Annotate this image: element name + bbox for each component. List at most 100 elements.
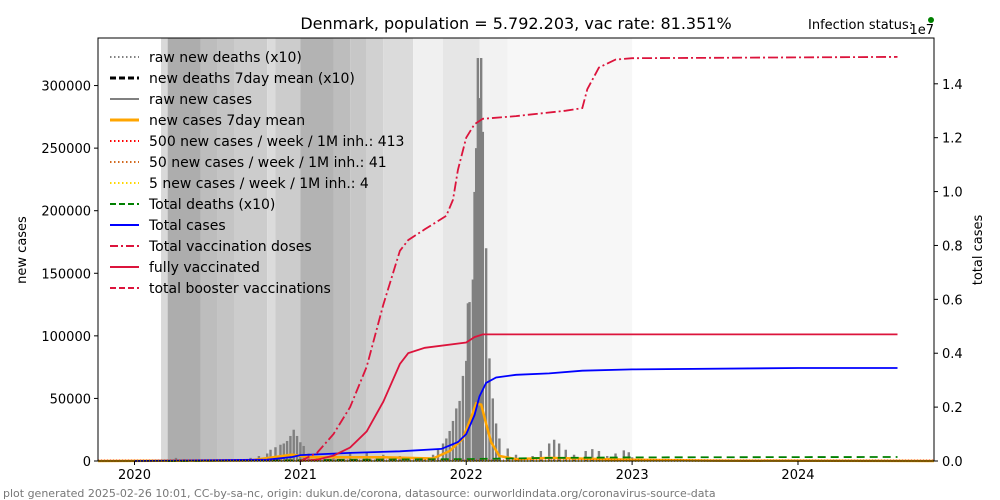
y-axis-left: 0 50000 100000 150000 200000 250000 300000	[41, 80, 98, 470]
background-band	[161, 38, 168, 461]
legend-label: Total vaccination doses	[148, 239, 312, 255]
bar-raw-new-cases	[476, 58, 480, 461]
bar-raw-new-cases	[552, 439, 556, 461]
bar-raw-new-cases	[474, 148, 478, 461]
bar-raw-new-cases	[269, 449, 272, 461]
series-fully-vaccinated	[300, 333, 898, 462]
x-axis: 2020 2021 2022 2023 2024	[118, 461, 815, 483]
background-band	[98, 38, 162, 461]
bar-raw-new-cases	[481, 131, 485, 461]
bar-raw-new-cases	[591, 449, 594, 461]
series-total-vaccination-doses	[300, 56, 898, 462]
background-band	[479, 38, 508, 461]
legend-label: raw new deaths (x10)	[149, 50, 302, 66]
legend-label: new deaths 7day mean (x10)	[149, 71, 355, 87]
y-tick-label-right: 1.0	[942, 186, 963, 201]
bar-raw-new-cases	[285, 440, 289, 461]
bar-raw-new-cases	[292, 429, 295, 461]
bar-raw-new-cases	[473, 191, 476, 461]
bar-raw-new-cases	[299, 442, 302, 461]
background-band	[267, 38, 276, 461]
background-band	[167, 38, 201, 461]
bar-raw-new-cases	[451, 420, 455, 461]
bar-raw-new-cases	[295, 435, 299, 461]
background-band	[217, 38, 235, 461]
bar-raw-new-cases	[279, 444, 282, 461]
background-band	[275, 38, 301, 461]
y-tick-label-left: 150000	[41, 267, 91, 282]
background-band	[200, 38, 218, 461]
y-axis-label-left: new cases	[15, 216, 30, 284]
bar-raw-new-cases	[174, 457, 178, 461]
bar-raw-new-cases	[491, 398, 494, 461]
chart-title: Denmark, population = 5.792.203, vac rat…	[300, 14, 731, 33]
y-tick-label-right: 1.4	[942, 78, 963, 93]
bar-raw-new-cases	[539, 450, 543, 461]
y-axis-label-right: total cases	[971, 215, 986, 286]
bar-raw-new-cases	[315, 455, 319, 461]
background-band	[507, 38, 633, 461]
legend-label: Total deaths (x10)	[148, 197, 275, 213]
bar-raw-new-cases	[494, 423, 498, 461]
bar-raw-new-cases	[461, 375, 465, 461]
bar-raw-new-cases	[455, 408, 458, 461]
bar-raw-new-cases	[584, 450, 587, 461]
y-tick-label-left: 200000	[41, 205, 91, 220]
bar-raw-new-cases	[484, 248, 488, 461]
bar-raw-new-cases	[289, 435, 292, 461]
background-band	[333, 38, 351, 461]
legend-label: 50 new cases / week / 1M inh.: 41	[149, 155, 387, 171]
bar-raw-new-cases	[445, 438, 448, 461]
bar-raw-new-cases	[274, 447, 277, 461]
legend-label: fully vaccinated	[149, 260, 260, 276]
x-tick-label: 2020	[118, 468, 151, 483]
legend-label: 5 new cases / week / 1M inh.: 4	[149, 176, 369, 192]
x-tick-label: 2022	[450, 468, 483, 483]
bar-raw-new-cases	[547, 443, 551, 461]
bar-raw-new-cases	[564, 449, 567, 461]
bar-raw-new-cases	[282, 443, 285, 461]
legend-label: raw new cases	[149, 92, 252, 108]
footer-credit: plot generated 2025-02-26 10:01, CC-by-s…	[3, 487, 716, 500]
y-tick-label-left: 100000	[41, 330, 91, 345]
bar-raw-new-cases	[471, 279, 475, 461]
x-tick-label: 2021	[284, 468, 317, 483]
y-tick-label-right: 0.0	[942, 455, 963, 470]
y-tick-label-left: 300000	[41, 80, 91, 95]
background-band	[234, 38, 268, 461]
bar-raw-new-cases	[302, 445, 305, 461]
legend-label: total booster vaccinations	[149, 281, 331, 297]
background-band	[383, 38, 414, 461]
bar-raw-new-cases	[458, 400, 461, 461]
legend-label: new cases 7day mean	[149, 113, 305, 129]
y-tick-label-left: 50000	[50, 392, 91, 407]
infection-status-label: Infection status:	[808, 18, 913, 33]
background-band	[413, 38, 444, 461]
x-tick-label: 2024	[781, 468, 814, 483]
legend-label: Total cases	[148, 218, 226, 234]
y-tick-label-left: 0	[83, 455, 91, 470]
bar-raw-new-cases	[466, 303, 470, 461]
background-band	[300, 38, 334, 461]
bar-raw-new-cases	[597, 450, 601, 461]
infection-status-dot	[928, 17, 934, 23]
bar-raw-new-cases	[478, 98, 481, 461]
bar-raw-new-cases	[441, 443, 445, 461]
bar-raw-new-cases	[479, 58, 483, 461]
bar-raw-new-cases	[468, 302, 471, 461]
y-tick-label-right: 0.4	[942, 347, 963, 362]
y-tick-label-right: 1.2	[942, 132, 963, 147]
background-band	[366, 38, 384, 461]
bar-raw-new-cases	[506, 448, 509, 461]
bar-raw-new-cases	[498, 438, 501, 461]
right-axis-offset: 1e7	[909, 23, 934, 38]
bar-raw-new-cases	[557, 443, 561, 461]
background-bands	[98, 38, 633, 461]
plot-frame	[97, 37, 935, 462]
series-total-cases	[134, 367, 898, 462]
legend: raw new deaths (x10) new deaths 7day mean…	[110, 50, 404, 297]
x-tick-label: 2023	[616, 468, 649, 483]
background-band	[350, 38, 367, 461]
bar-raw-new-cases	[488, 358, 491, 461]
y-tick-label-right: 0.6	[942, 293, 963, 308]
